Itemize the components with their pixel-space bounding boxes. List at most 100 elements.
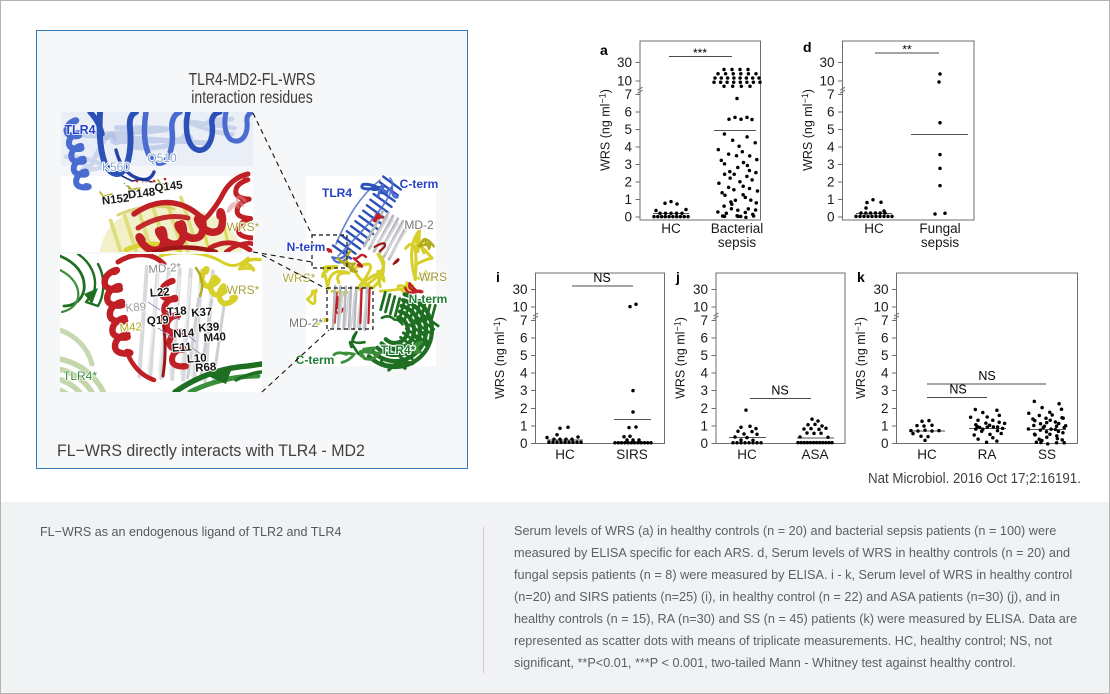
svg-text:M42: M42 (119, 321, 142, 335)
svg-text:ASA: ASA (801, 447, 828, 462)
svg-text:5: 5 (624, 122, 632, 137)
svg-text:1: 1 (827, 192, 835, 207)
svg-text:3: 3 (827, 157, 835, 172)
svg-text:N14: N14 (173, 327, 195, 340)
svg-text:3: 3 (700, 383, 708, 398)
svg-text:3: 3 (520, 383, 528, 398)
svg-text:5: 5 (520, 348, 528, 363)
svg-text:N152: N152 (101, 192, 130, 207)
svg-text:6: 6 (827, 105, 835, 120)
svg-text:4: 4 (700, 366, 708, 381)
svg-text:N-term: N-term (409, 292, 448, 306)
svg-text:a: a (600, 42, 608, 58)
svg-text:3: 3 (881, 383, 889, 398)
svg-text:0: 0 (827, 210, 835, 225)
svg-text:1: 1 (624, 192, 632, 207)
svg-text:L10: L10 (186, 352, 207, 365)
svg-text:K37: K37 (191, 306, 213, 319)
svg-text:TLR4: TLR4 (322, 186, 352, 200)
svg-text:0: 0 (624, 210, 632, 225)
svg-text:K560: K560 (102, 160, 130, 174)
svg-text:C-term: C-term (296, 353, 335, 367)
svg-text:**: ** (902, 43, 912, 57)
svg-text:7: 7 (700, 313, 708, 328)
svg-text:j: j (675, 269, 680, 285)
svg-text:WRS: WRS (419, 270, 447, 284)
svg-text:0: 0 (881, 436, 889, 451)
svg-text:0: 0 (700, 436, 708, 451)
svg-text:7: 7 (827, 87, 835, 102)
svg-text:WRS*: WRS* (283, 271, 316, 285)
svg-text:R68: R68 (195, 361, 217, 374)
svg-text:K39: K39 (198, 321, 220, 334)
svg-text:10: 10 (819, 74, 834, 89)
svg-text:HC: HC (661, 221, 681, 236)
svg-text:4: 4 (827, 140, 835, 155)
svg-text:30: 30 (512, 282, 527, 297)
svg-text:WRS*: WRS* (227, 283, 260, 297)
svg-text:5: 5 (827, 122, 835, 137)
svg-text:5: 5 (700, 348, 708, 363)
svg-text:3: 3 (624, 157, 632, 172)
svg-text:***: *** (693, 46, 707, 60)
svg-text:Bacterial: Bacterial (711, 221, 764, 236)
svg-text:1: 1 (881, 418, 889, 433)
svg-text:NS: NS (771, 384, 788, 398)
svg-text:6: 6 (624, 105, 632, 120)
svg-text:30: 30 (617, 55, 632, 70)
svg-text:2: 2 (881, 401, 889, 416)
svg-text:-: - (191, 303, 195, 317)
svg-text:Fungal: Fungal (919, 221, 960, 236)
svg-text:N-term: N-term (287, 240, 326, 254)
svg-text:E11: E11 (171, 341, 192, 354)
svg-text:2: 2 (624, 175, 632, 190)
svg-text:k: k (857, 269, 865, 285)
svg-text:6: 6 (700, 330, 708, 345)
svg-text:C-term: C-term (400, 177, 439, 191)
svg-text:6: 6 (520, 330, 528, 345)
svg-text:Q19: Q19 (147, 314, 170, 327)
svg-text:SIRS: SIRS (616, 447, 648, 462)
svg-text:HC: HC (737, 447, 757, 462)
svg-text:1: 1 (520, 418, 528, 433)
svg-text:D148: D148 (127, 186, 156, 201)
svg-text:WRS (ng ml−1): WRS (ng ml−1) (598, 89, 613, 171)
svg-text:7: 7 (881, 313, 889, 328)
svg-text:30: 30 (819, 55, 834, 70)
svg-text:30: 30 (873, 282, 888, 297)
svg-text:2: 2 (700, 401, 708, 416)
svg-text:sepsis: sepsis (921, 235, 960, 250)
svg-text:5: 5 (881, 348, 889, 363)
svg-text:WRS (ng ml−1): WRS (ng ml−1) (673, 317, 688, 399)
svg-text:d: d (803, 39, 812, 55)
svg-text:10: 10 (512, 300, 527, 315)
svg-text:7: 7 (624, 87, 632, 102)
svg-text:6: 6 (881, 330, 889, 345)
svg-text:TLR4*: TLR4* (63, 369, 97, 383)
svg-text:4: 4 (881, 366, 889, 381)
svg-text:L22: L22 (149, 286, 170, 299)
svg-text:TLR4*: TLR4* (381, 343, 416, 357)
svg-text:sepsis: sepsis (718, 235, 757, 250)
svg-text:1: 1 (700, 418, 708, 433)
svg-text:MD-2*: MD-2* (148, 262, 182, 276)
svg-text:WRS (ng ml−1): WRS (ng ml−1) (492, 317, 507, 399)
svg-text:10: 10 (617, 74, 632, 89)
svg-text:MD-2: MD-2 (404, 218, 434, 232)
svg-text:NS: NS (949, 383, 966, 397)
svg-text:WRS*: WRS* (227, 220, 260, 234)
svg-text:2: 2 (827, 175, 835, 190)
svg-text:10: 10 (873, 300, 888, 315)
svg-text:HC: HC (555, 447, 575, 462)
svg-text:4: 4 (520, 366, 528, 381)
svg-text:Q145: Q145 (154, 179, 184, 194)
svg-text:T18: T18 (166, 305, 187, 318)
svg-text:30: 30 (693, 282, 708, 297)
svg-text:TLR4: TLR4 (64, 123, 95, 137)
svg-text:SS: SS (1038, 447, 1056, 462)
svg-text:7: 7 (520, 313, 528, 328)
svg-text:i: i (496, 269, 500, 285)
svg-text:Q510: Q510 (147, 151, 177, 165)
svg-text:2: 2 (520, 401, 528, 416)
svg-text:M40: M40 (203, 331, 226, 345)
